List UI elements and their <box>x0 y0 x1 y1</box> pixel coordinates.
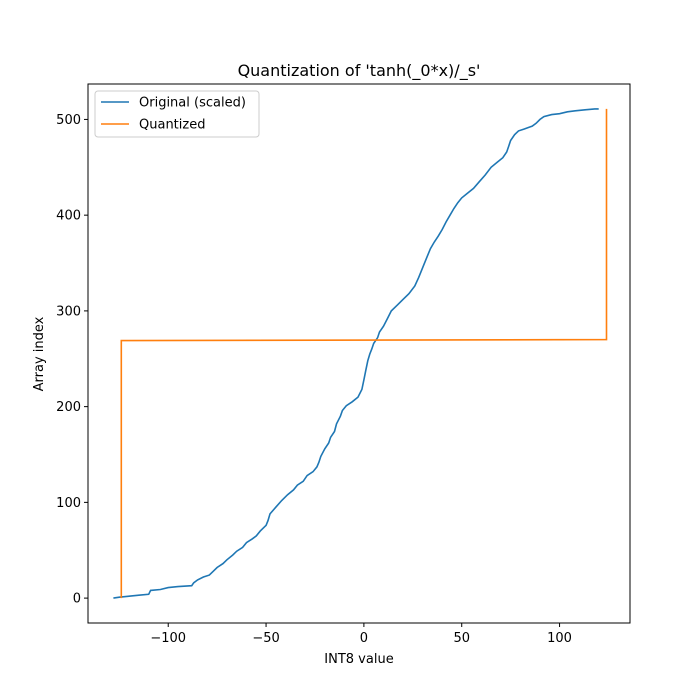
x-axis-label: INT8 value <box>324 652 393 667</box>
x-tick-label: 0 <box>360 631 368 646</box>
x-tick-label: −100 <box>150 631 186 646</box>
y-axis-ticks: 0 100 200 300 400 500 <box>56 113 88 607</box>
x-tick-label: −50 <box>252 631 279 646</box>
y-tick-label: 0 <box>73 592 81 607</box>
x-tick-label: 100 <box>547 631 572 646</box>
y-axis-label: Array index <box>32 316 47 391</box>
plot-area-frame <box>87 83 631 624</box>
series-line-0 <box>113 108 599 599</box>
y-tick-label: 500 <box>56 113 81 128</box>
chart-title: Quantization of 'tanh(_0*x)/_s' <box>238 61 481 81</box>
y-tick-label: 400 <box>56 209 81 224</box>
legend: Original (scaled) Quantized <box>94 90 260 138</box>
legend-label-0: Original (scaled) <box>139 96 246 111</box>
x-axis-ticks: −100 −50 0 50 100 <box>150 623 572 646</box>
legend-box <box>94 90 260 138</box>
plot-series <box>113 108 608 599</box>
series-line-1 <box>120 108 608 599</box>
legend-label-1: Quantized <box>139 118 205 133</box>
x-tick-label: 50 <box>453 631 470 646</box>
y-tick-label: 100 <box>56 496 81 511</box>
y-tick-label: 200 <box>56 400 81 415</box>
y-tick-label: 300 <box>56 304 81 319</box>
